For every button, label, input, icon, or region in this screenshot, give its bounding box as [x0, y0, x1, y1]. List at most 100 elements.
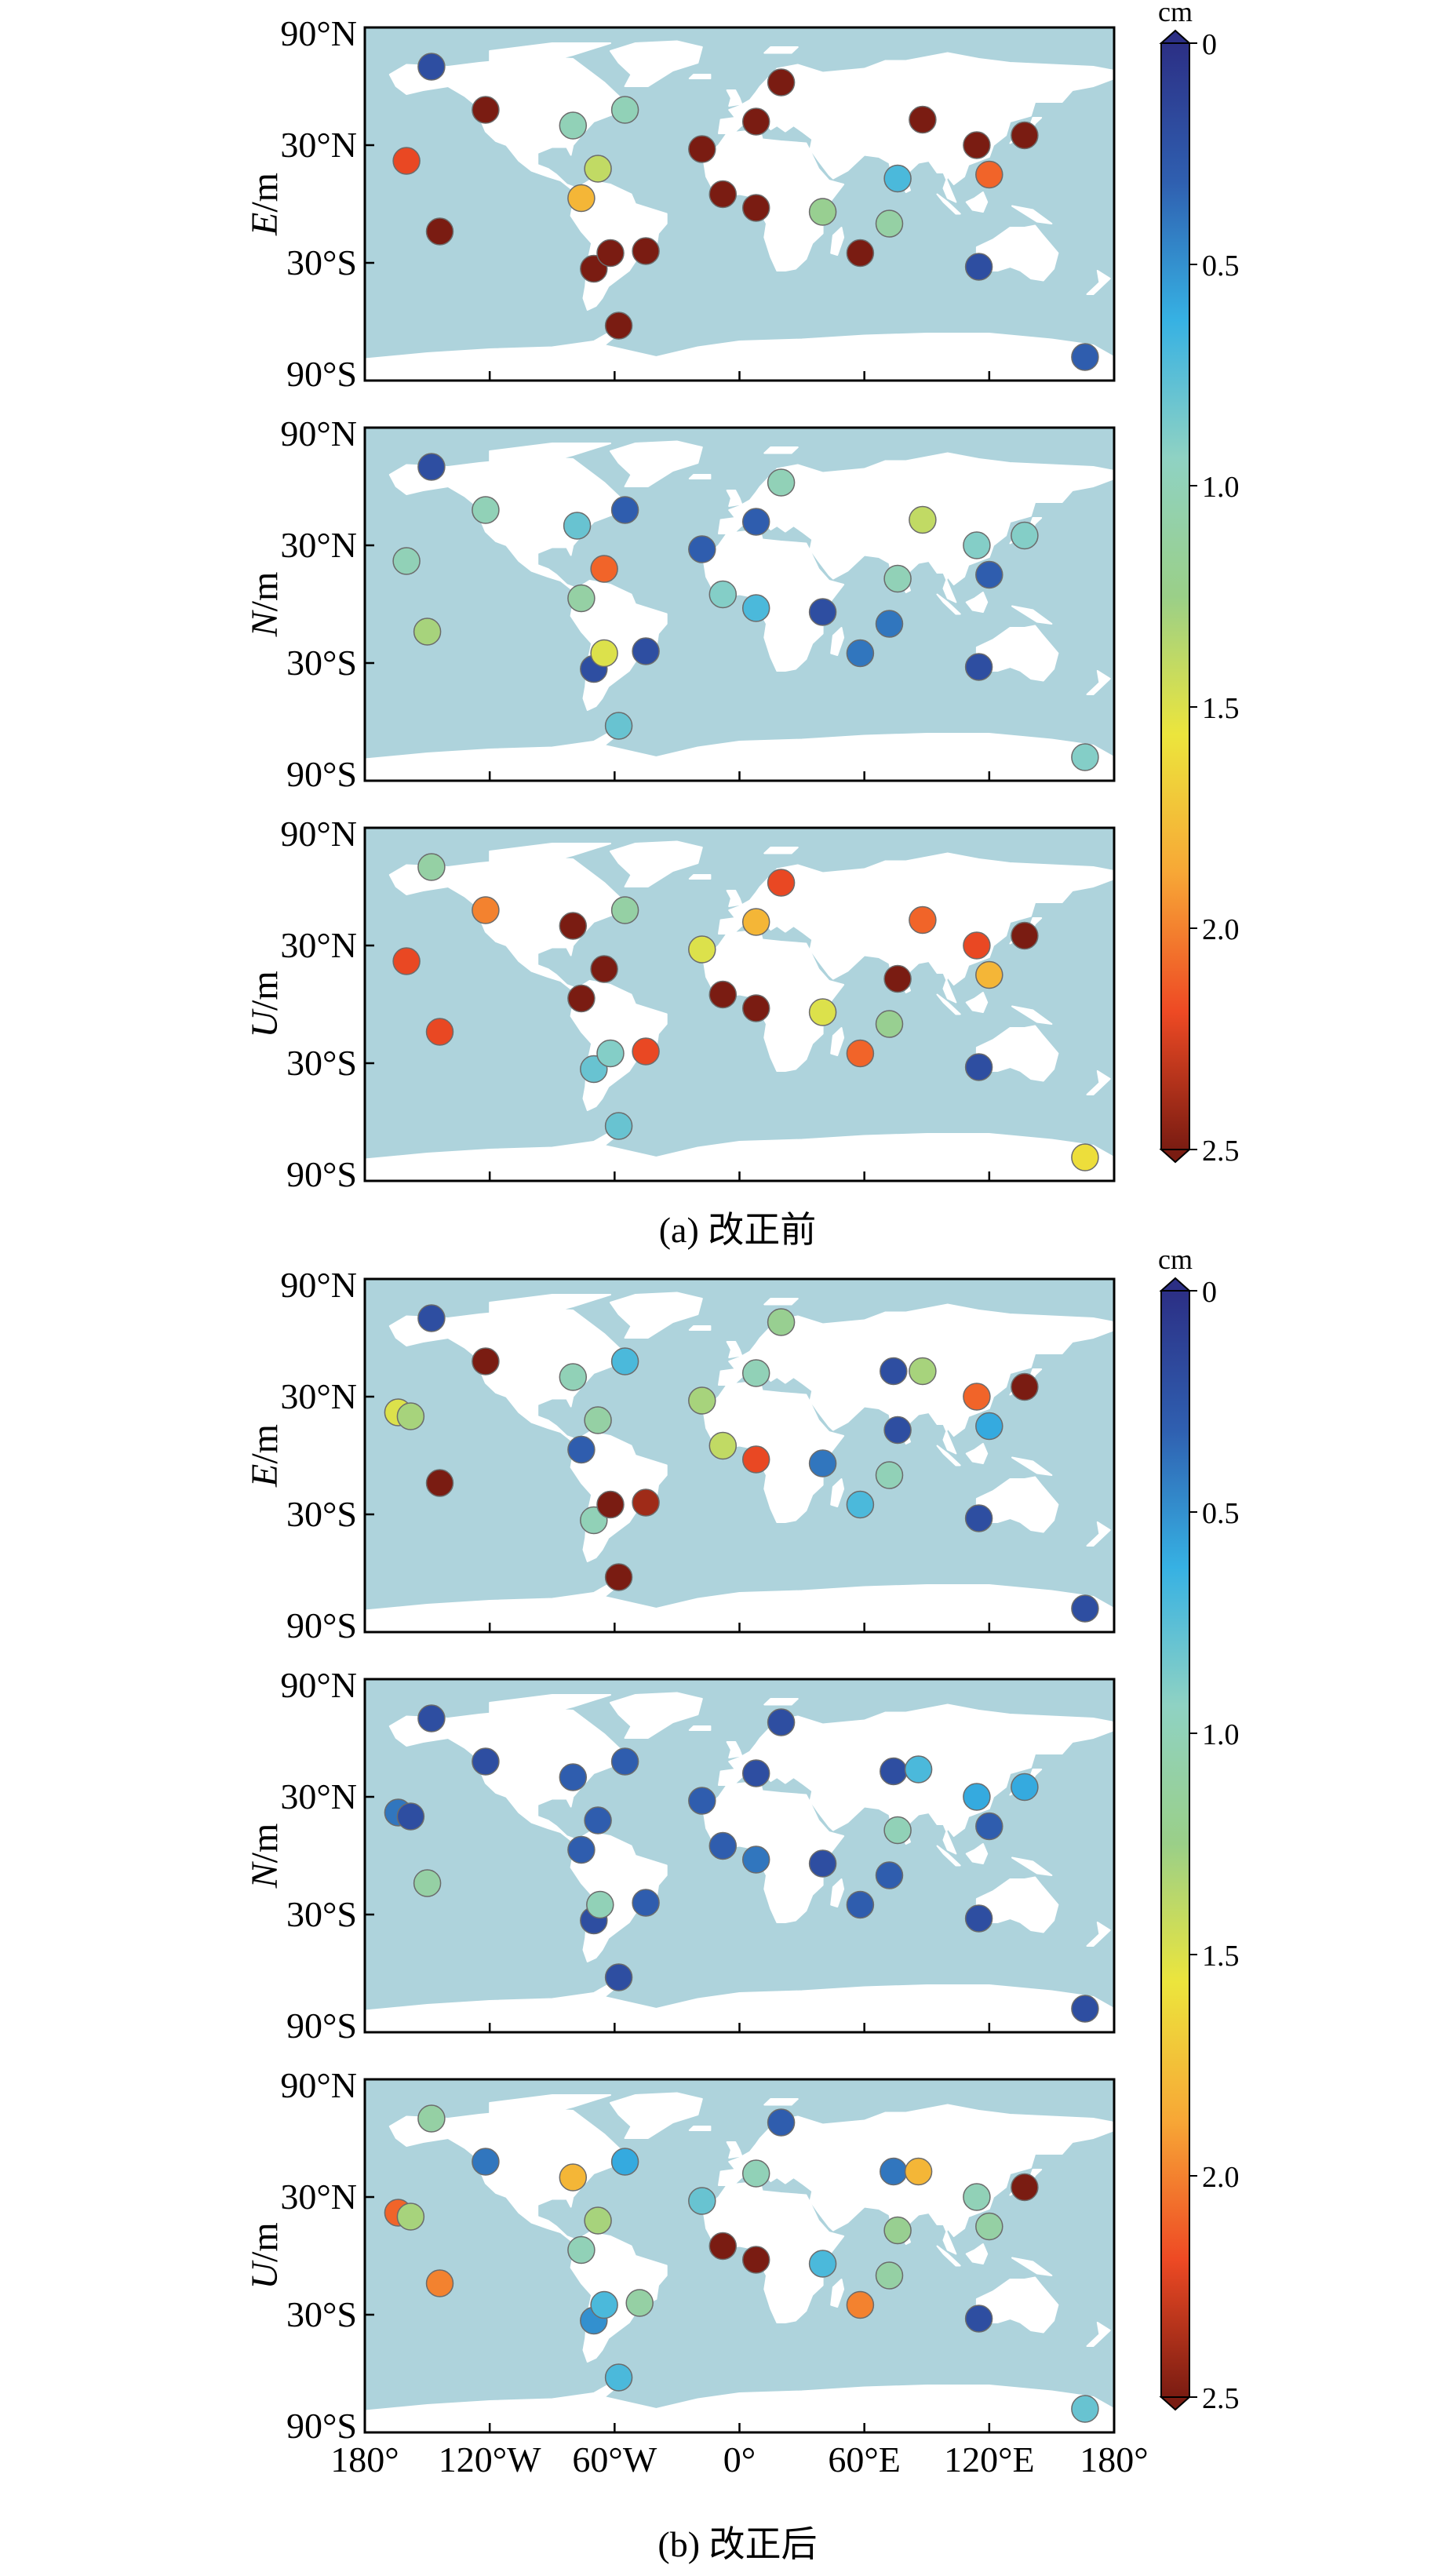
station-point [808, 1449, 837, 1477]
station-point [741, 107, 770, 136]
landmass-svalbard [763, 46, 799, 54]
landmass-new-guinea [1011, 2257, 1053, 2276]
station-point [875, 210, 904, 238]
station-point [846, 2290, 875, 2319]
station-point [963, 931, 991, 960]
station-point [417, 53, 446, 81]
station-point [1071, 1995, 1099, 2023]
station-point [708, 180, 738, 209]
station-point [964, 1504, 993, 1532]
station-point [472, 496, 500, 524]
colorbar-extend-top [1159, 29, 1192, 44]
landmass-madagascar [830, 2279, 845, 2308]
landmass-uk [726, 890, 743, 907]
station-point [392, 147, 421, 175]
land-layer [365, 40, 1114, 381]
station-point [741, 994, 770, 1022]
landmass-antarctica [365, 1980, 1114, 2032]
station-point [590, 639, 618, 668]
landmass-sumatra [936, 593, 961, 615]
colorbar-unit: cm [1158, 0, 1193, 27]
colorbar-b: cm 0 0.5 1.0 1.5 2.0 2.5 [1158, 1244, 1239, 2415]
y-tick-label: 90°S [286, 1605, 357, 1645]
y-tick-label: 90°N [280, 414, 357, 454]
station-point [964, 1053, 993, 1081]
station-point [883, 1816, 912, 1845]
map-panel-a-N: 90°N 30°N 30°S 90°S N/m [244, 414, 1116, 794]
y-tick-label: 90°S [286, 2006, 357, 2046]
landmass-iceland [688, 1725, 712, 1731]
x-tick-label: 60°E [828, 2439, 901, 2479]
y-tick-label: 30°N [280, 125, 357, 165]
colorbar-tick-label: 0 [1202, 28, 1217, 61]
station-point [708, 2232, 738, 2261]
station-point [1011, 521, 1039, 550]
station-point [846, 239, 875, 268]
y-axis-label: U/m [244, 2222, 286, 2289]
landmass-antarctica [365, 2381, 1114, 2432]
station-point [846, 1890, 875, 1919]
landmass-new-zealand [1086, 1922, 1111, 1947]
station-point [417, 453, 446, 481]
colorbar-tick-label: 0 [1202, 1276, 1217, 1309]
landmass-sumatra [936, 1445, 961, 1467]
station-point [846, 639, 875, 668]
station-point [632, 1488, 660, 1517]
station-point [417, 853, 446, 881]
landmass-borneo [965, 592, 989, 613]
station-point [975, 960, 1003, 989]
station-point [880, 1357, 908, 1386]
landmass-greenland [610, 1292, 703, 1339]
colorbar-gradient [1161, 43, 1189, 1150]
station-point [472, 896, 500, 924]
station-point [964, 653, 993, 681]
station-point [425, 217, 454, 246]
station-point [1011, 121, 1039, 150]
station-point [708, 1831, 738, 1860]
station-point [1071, 743, 1099, 771]
landmass-new-zealand [1086, 670, 1111, 695]
colorbar-tick-label: 0.5 [1202, 250, 1240, 282]
station-point [567, 1835, 596, 1864]
y-tick-label: 30°S [286, 1043, 357, 1083]
colorbar-tick-label: 2.0 [1202, 913, 1240, 946]
landmass-arctic-islands [489, 1694, 611, 1715]
station-point [688, 1386, 716, 1415]
captions: (a) 改正前 (b) 改正后 [657, 1210, 817, 2564]
landmass-new-zealand [1086, 1070, 1111, 1095]
station-point [559, 1763, 588, 1791]
station-point [963, 531, 991, 559]
station-point [688, 935, 716, 964]
station-point [632, 637, 660, 665]
y-tick-label: 90°S [286, 354, 357, 394]
station-point [964, 2305, 993, 2333]
y-tick-label: 30°S [286, 643, 357, 683]
station-point [688, 1787, 716, 1815]
station-point [808, 2250, 837, 2278]
station-point [559, 912, 588, 940]
landmass-new-guinea [1011, 205, 1053, 224]
station-point [417, 2104, 446, 2133]
station-point [584, 1806, 612, 1835]
station-point [880, 2157, 908, 2186]
station-point [741, 508, 770, 536]
station-point [875, 1010, 904, 1038]
station-point [767, 468, 796, 497]
landmass-borneo [965, 1443, 989, 1464]
station-point [767, 1708, 796, 1736]
y-tick-label: 30°S [286, 1894, 357, 1934]
station-point [610, 896, 639, 924]
station-point [741, 1359, 770, 1387]
y-tick-label: 30°S [286, 2294, 357, 2334]
x-tick-label: 120°W [439, 2439, 541, 2479]
station-point [590, 955, 618, 983]
colorbar-extend-bottom [1159, 1149, 1192, 1164]
colorbar-extend-bottom [1159, 2396, 1192, 2411]
station-point [883, 1416, 912, 1445]
colorbar-unit: cm [1158, 1244, 1193, 1275]
station-point [604, 312, 633, 340]
station-point [975, 1412, 1003, 1441]
station-point [883, 164, 912, 193]
station-point [975, 560, 1003, 589]
